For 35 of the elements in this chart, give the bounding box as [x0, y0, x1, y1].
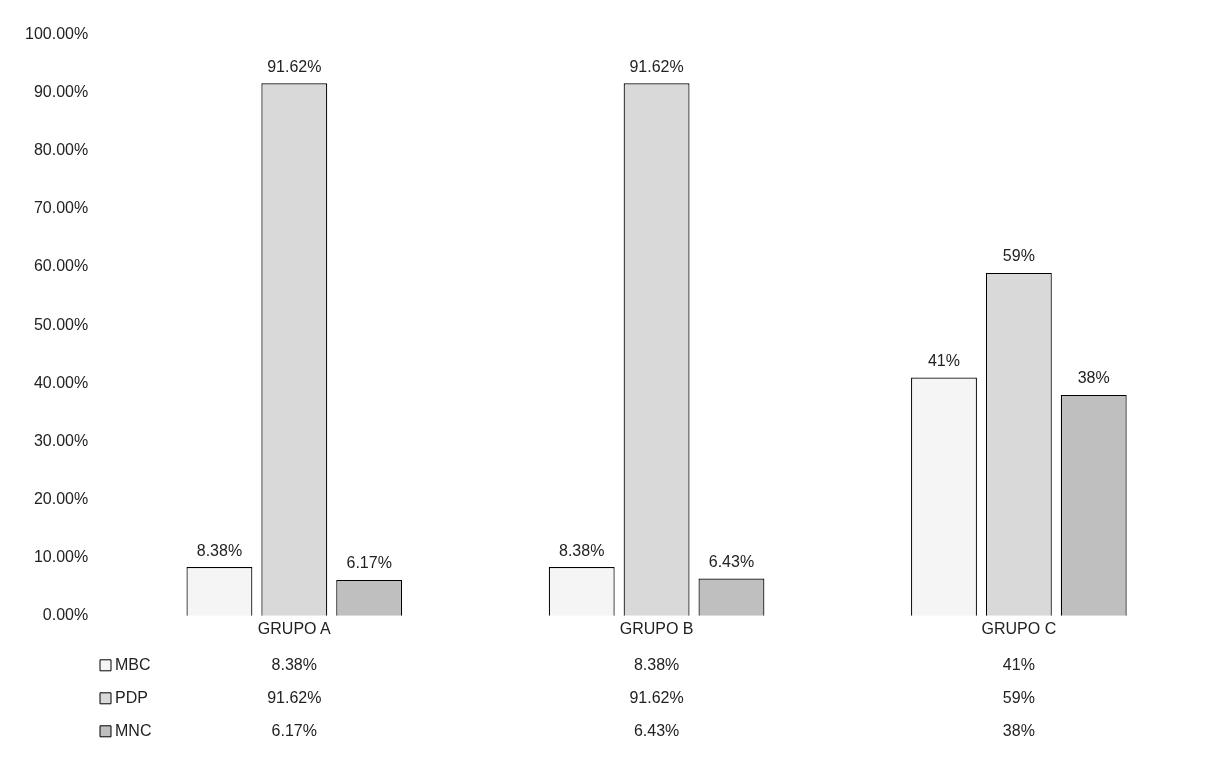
data-label: 8.38%: [271, 656, 317, 674]
y-tick-label: 0.00%: [42, 606, 89, 624]
text: 41%: [927, 351, 961, 369]
text: 38%: [1077, 369, 1110, 387]
data-label: 6.43%: [633, 722, 680, 740]
y-tick-label: 30.00%: [33, 431, 89, 449]
data-label: 6.17%: [271, 722, 317, 740]
text: 8.38%: [196, 541, 243, 559]
text: 6.17%: [346, 554, 392, 572]
y-tick-label: 100.00%: [24, 25, 89, 43]
text: 6.43%: [708, 552, 755, 570]
legend-label: MBC: [115, 656, 151, 674]
data-label: 38%: [1002, 722, 1035, 740]
y-tick-label: 50.00%: [33, 315, 89, 333]
y-tick-label: 60.00%: [33, 257, 89, 275]
data-label: 91.62%: [267, 689, 322, 707]
y-tick-label: 20.00%: [33, 489, 89, 507]
legend-label: MNC: [115, 722, 152, 740]
data-label: 59%: [1002, 689, 1035, 707]
x-tick-label: GRUPO A: [257, 619, 332, 637]
x-tick-label: GRUPO B: [619, 619, 694, 637]
y-tick-label: 70.00%: [33, 199, 89, 217]
data-label: 91.62%: [629, 689, 684, 707]
text: 59%: [1002, 247, 1035, 265]
y-tick-label: 40.00%: [33, 373, 89, 391]
data-label: 41%: [1002, 656, 1035, 674]
x-tick-label: GRUPO C: [981, 619, 1057, 637]
text: 91.62%: [267, 57, 322, 75]
legend-label: PDP: [115, 689, 148, 707]
y-tick-label: 80.00%: [33, 141, 89, 159]
text: 91.62%: [629, 57, 684, 75]
data-label: 8.38%: [633, 656, 680, 674]
y-tick-label: 90.00%: [33, 83, 89, 101]
y-tick-label: 10.00%: [33, 548, 89, 566]
text: 8.38%: [559, 541, 605, 559]
